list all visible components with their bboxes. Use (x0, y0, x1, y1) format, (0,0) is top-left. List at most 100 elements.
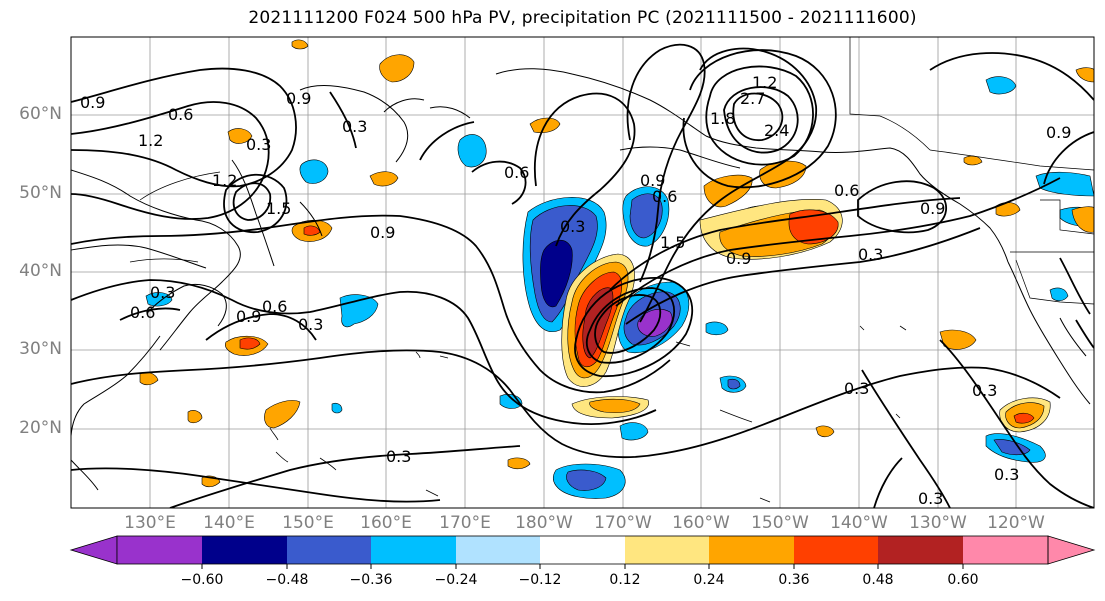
colorbar-segment (117, 536, 202, 564)
lon-label: 170°W (594, 513, 652, 533)
colorbar (69, 535, 1096, 569)
neg-precip-area (540, 239, 573, 308)
contour-label: 2.7 (740, 89, 765, 108)
colorbar-segment (963, 536, 1048, 564)
map-frame (70, 36, 1095, 509)
lon-label: 140°E (203, 513, 255, 533)
pos-precip-area (264, 400, 301, 429)
neg-precip-area (637, 309, 673, 337)
colorbar-segment (456, 536, 540, 564)
contour-label: 1.8 (710, 109, 735, 128)
political-borders (129, 37, 1094, 305)
coastlines (71, 68, 1091, 491)
contour-labels: 0.9 0.6 1.2 0.3 0.9 1.5 1.2 0.9 0.3 0.6 … (80, 73, 1071, 508)
neg-precip-area (619, 422, 649, 441)
colorbar-under-arrow (69, 535, 118, 565)
contour-label: 0.3 (298, 315, 323, 334)
pos-precip-area (291, 39, 309, 50)
contour-label: 0.6 (504, 163, 529, 182)
colorbar-tick-label: 0.48 (862, 572, 894, 588)
pv-contours (71, 43, 1094, 508)
colorbar-segment (202, 536, 287, 564)
colorbar-segment (540, 536, 625, 564)
neg-precip-area (705, 321, 729, 336)
contour-label: 0.6 (262, 297, 287, 316)
neg-precip-area (331, 402, 343, 414)
contour-label: 0.9 (1046, 123, 1071, 142)
contour-label: 0.3 (972, 381, 997, 400)
contour-label: 0.6 (834, 181, 859, 200)
colorbar-tick-label: 0.24 (693, 572, 725, 588)
pos-precip-area (703, 174, 753, 208)
contour-label: 0.3 (994, 465, 1019, 484)
contour-label: 0.6 (168, 105, 193, 124)
lon-label: 170°E (439, 513, 491, 533)
colorbar-segment (371, 536, 456, 564)
contour-label: 0.3 (150, 283, 175, 302)
contour-label: 1.2 (212, 171, 237, 190)
contour-label: 0.3 (386, 447, 411, 466)
contour-label: 2.4 (764, 121, 789, 140)
pos-precip-area (379, 54, 415, 83)
contour-label: 0.3 (918, 489, 943, 508)
contour-label: 0.3 (246, 135, 271, 154)
lat-label: 40°N (19, 261, 62, 281)
lat-label: 20°N (19, 418, 62, 438)
pos-precip-area (369, 171, 399, 187)
pos-precip-area (227, 128, 253, 144)
pos-precip-area (939, 329, 977, 350)
colorbar-tick-label: −0.24 (434, 572, 478, 588)
colorbar-tick-label: −0.48 (265, 572, 309, 588)
colorbar-segment (878, 536, 963, 564)
pos-precip-area (239, 337, 261, 350)
neg-precip-area (1049, 287, 1069, 302)
contour-label: 0.9 (370, 223, 395, 242)
lon-label: 130°E (124, 513, 176, 533)
contour-label: 1.2 (138, 131, 163, 150)
colorbar-segment (709, 536, 794, 564)
colorbar-tick-label: −0.12 (518, 572, 562, 588)
contour-label: 0.6 (652, 187, 677, 206)
contour-label: 0.6 (130, 303, 155, 322)
colorbar-tick-label: 0.12 (609, 572, 641, 588)
contour-label: 0.9 (286, 89, 311, 108)
pos-precip-area (303, 225, 321, 236)
colorbar-segment (794, 536, 878, 564)
colorbar-segment (625, 536, 709, 564)
lon-label: 130°W (909, 513, 967, 533)
contour-label: 1.2 (752, 73, 777, 92)
neg-precip-area (299, 159, 329, 184)
contour-label: 0.9 (80, 93, 105, 112)
contour-label: 0.9 (920, 199, 945, 218)
colorbar-frame (116, 535, 1049, 565)
contour-label: 1.5 (266, 199, 291, 218)
neg-precip-area (727, 378, 741, 390)
contour-label: 0.3 (560, 217, 585, 236)
lon-label: 120°W (987, 513, 1045, 533)
contour-label: 0.9 (236, 307, 261, 326)
lon-label: 150°E (282, 513, 334, 533)
lon-label: 140°W (830, 513, 888, 533)
neg-precip-area (985, 76, 1017, 95)
colorbar-tick-label: −0.36 (349, 572, 393, 588)
contour-label: 0.3 (342, 117, 367, 136)
neg-precip-area (566, 469, 607, 491)
pos-precip-area (815, 425, 835, 438)
lon-label: 180°W (515, 513, 573, 533)
contour-label: 0.3 (858, 245, 883, 264)
pos-precip-area (1071, 206, 1094, 233)
lat-label: 60°N (19, 104, 62, 124)
pos-precip-area (187, 410, 203, 424)
figure-title: 2021111200 F024 500 hPa PV, precipitatio… (248, 8, 917, 28)
contour-label: 1.5 (660, 233, 685, 252)
lon-label: 160°W (672, 513, 730, 533)
pos-precip-area (1075, 67, 1094, 83)
contour-label: 0.9 (640, 171, 665, 190)
pos-precip-area (507, 457, 531, 470)
pos-precip-area (1013, 412, 1035, 424)
colorbar-tick-label: −0.60 (180, 572, 224, 588)
colorbar-tick-label: 0.36 (778, 572, 810, 588)
graticule (71, 37, 1094, 508)
lat-label: 30°N (19, 339, 62, 359)
